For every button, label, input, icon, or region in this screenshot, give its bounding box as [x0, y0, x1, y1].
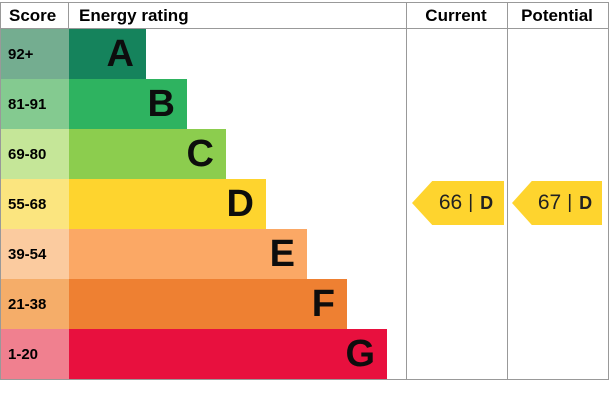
- potential-rating-letter: D: [579, 192, 593, 213]
- band-row-f: 21-38 F: [1, 279, 608, 329]
- band-bar-b: B: [69, 79, 187, 129]
- score-range-e: 39-54: [1, 229, 69, 279]
- band-bar-d: D: [69, 179, 266, 229]
- band-row-g: 1-20 G: [1, 329, 608, 379]
- band-letter: D: [226, 183, 254, 225]
- current-rating-arrow: 66 | D: [412, 181, 504, 225]
- score-range-c: 69-80: [1, 129, 69, 179]
- band-letter: G: [345, 333, 375, 375]
- potential-separator: |: [567, 192, 573, 213]
- band-row-a: 92+ A: [1, 29, 608, 79]
- band-letter: E: [269, 233, 295, 275]
- score-range-label: 81-91: [8, 95, 47, 113]
- score-range-label: 21-38: [8, 295, 47, 313]
- potential-score-value: 67: [537, 191, 562, 214]
- header-energy-rating: Energy rating: [79, 6, 189, 25]
- epc-table: Score Energy rating Current Potential 92…: [0, 2, 609, 380]
- score-range-g: 1-20: [1, 329, 69, 379]
- potential-column-divider: [507, 3, 508, 379]
- score-range-d: 55-68: [1, 179, 69, 229]
- score-range-a: 92+: [1, 29, 69, 79]
- header-potential: Potential: [521, 6, 593, 25]
- current-column-divider: [406, 3, 407, 379]
- band-letter: A: [106, 33, 134, 75]
- band-letter: B: [147, 83, 175, 125]
- score-range-f: 21-38: [1, 279, 69, 329]
- band-bar-g: G: [69, 329, 387, 379]
- band-row-e: 39-54 E: [1, 229, 608, 279]
- band-letter: F: [311, 283, 335, 325]
- score-range-b: 81-91: [1, 79, 69, 129]
- current-score-value: 66: [438, 191, 463, 214]
- header-current: Current: [425, 6, 487, 25]
- band-bar-a: A: [69, 29, 146, 79]
- band-bar-f: F: [69, 279, 347, 329]
- potential-rating-arrow: 67 | D: [512, 181, 602, 225]
- current-rating-letter: D: [480, 192, 494, 213]
- band-row-d: 55-68 D: [1, 179, 608, 229]
- band-row-c: 69-80 C: [1, 129, 608, 179]
- score-range-label: 69-80: [8, 145, 47, 163]
- table-header: Score Energy rating Current Potential: [1, 3, 608, 29]
- score-range-label: 39-54: [8, 245, 47, 263]
- score-range-label: 92+: [8, 45, 34, 63]
- current-separator: |: [468, 192, 474, 213]
- header-score: Score: [1, 3, 69, 28]
- band-bar-e: E: [69, 229, 307, 279]
- band-letter: C: [186, 133, 214, 175]
- score-range-label: 55-68: [8, 195, 47, 213]
- band-row-b: 81-91 B: [1, 79, 608, 129]
- score-range-label: 1-20: [8, 345, 39, 363]
- band-bar-c: C: [69, 129, 226, 179]
